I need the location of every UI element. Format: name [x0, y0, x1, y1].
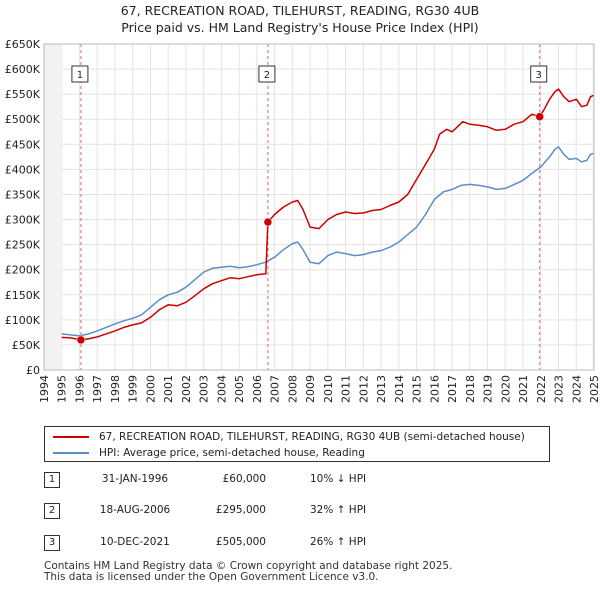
- no-data-region-start: [44, 44, 62, 370]
- sale-hpi-comparison: 10% ↓ HPI: [310, 473, 367, 485]
- x-tick-label: 2000: [144, 375, 157, 403]
- x-tick-label: 2023: [553, 375, 566, 403]
- sale-row: 2 18-AUG-2006 £295,000 32% ↑ HPI: [44, 501, 564, 523]
- x-tick-label: 2018: [464, 375, 477, 403]
- y-tick-label: £250K: [5, 239, 41, 252]
- x-tick-label: 2012: [357, 375, 370, 403]
- x-tick-label: 2008: [286, 375, 299, 403]
- y-tick-label: £350K: [5, 188, 41, 201]
- x-tick-label: 2014: [393, 375, 406, 403]
- sale-row: 3 10-DEC-2021 £505,000 26% ↑ HPI: [44, 533, 564, 555]
- sale-number-label: 3: [536, 70, 542, 81]
- x-tick-label: 1996: [73, 375, 86, 403]
- y-tick-label: £150K: [5, 289, 41, 302]
- sale-date: 31-JAN-1996: [101, 473, 169, 485]
- x-tick-label: 2001: [162, 375, 175, 403]
- x-tick-label: 2011: [340, 375, 353, 403]
- x-tick-label: 2003: [198, 375, 211, 403]
- y-tick-label: £600K: [5, 63, 41, 76]
- x-tick-label: 2021: [517, 375, 530, 403]
- x-tick-label: 1998: [109, 375, 122, 403]
- x-tick-label: 2024: [570, 375, 583, 403]
- y-tick-label: £50K: [12, 339, 41, 352]
- sale-shading-layer: [44, 44, 594, 370]
- sale-price: £60,000: [222, 473, 266, 485]
- x-tick-label: 2016: [428, 375, 441, 403]
- grid-layer: [43, 43, 595, 371]
- sale-price: £505,000: [215, 536, 266, 548]
- x-tick-label: 2013: [375, 375, 388, 403]
- sale-point: [535, 112, 544, 121]
- x-tick-label: 1999: [127, 375, 140, 403]
- x-tick-label: 2015: [411, 375, 424, 403]
- y-tick-label: £100K: [5, 314, 41, 327]
- x-tick-label: 2007: [269, 375, 282, 403]
- no-data-region-end: [592, 44, 594, 370]
- x-tick-label: 2005: [233, 375, 246, 403]
- sale-point: [263, 217, 273, 227]
- x-tick-label: 1997: [91, 375, 104, 403]
- footer-licence: This data is licensed under the Open Gov…: [44, 571, 379, 583]
- y-tick-label: £400K: [5, 163, 41, 176]
- legend-swatch-hpi: [53, 452, 89, 454]
- plot-background: [44, 44, 594, 370]
- sale-number-badge: 2: [44, 503, 60, 519]
- x-tick-label: 2022: [535, 375, 548, 403]
- x-tick-label: 2017: [446, 375, 459, 403]
- x-tick-label: 2020: [499, 375, 512, 403]
- plot-frame: [43, 43, 595, 371]
- x-tick-label: 2002: [180, 375, 193, 403]
- y-tick-label: £500K: [5, 113, 41, 126]
- x-tick-label: 2004: [215, 375, 228, 403]
- chart-title-line-2: Price paid vs. HM Land Registry's House …: [121, 20, 479, 35]
- y-tick-label: £200K: [5, 264, 41, 277]
- chart-title-line-1: 67, RECREATION ROAD, TILEHURST, READING,…: [120, 3, 480, 18]
- legend-swatch-property: [53, 436, 89, 438]
- sale-number-box: [258, 65, 276, 83]
- sale-number-badge: 3: [44, 535, 60, 551]
- sale-number-label: 2: [264, 70, 270, 81]
- y-tick-label: £550K: [5, 88, 41, 101]
- sale-price: £295,000: [215, 504, 266, 516]
- x-tick-label: 2019: [482, 375, 495, 403]
- legend-label-hpi: HPI: Average price, semi-detached house,…: [99, 447, 365, 459]
- x-tick-label: 2010: [322, 375, 335, 403]
- price-chart: 1 2 3 £0 £50K £100K £150K £200K £250K £300K £350K…: [5, 38, 600, 403]
- sale-number-box: [530, 65, 548, 83]
- sale-number-label: 1: [77, 70, 83, 81]
- footer-attribution: Contains HM Land Registry data © Crown c…: [44, 561, 452, 583]
- sale-number-box: [71, 65, 89, 83]
- chart-legend: 67, RECREATION ROAD, TILEHURST, READING,…: [44, 426, 550, 462]
- y-tick-label: £650K: [5, 38, 41, 51]
- series-line-hpi: [61, 146, 595, 337]
- x-tick-label: 2025: [588, 375, 600, 403]
- chart-title: 67, RECREATION ROAD, TILEHURST, READING,…: [0, 2, 600, 36]
- sale-row: 1 31-JAN-1996 £60,000 10% ↓ HPI: [44, 470, 564, 492]
- x-tick-label: 2009: [304, 375, 317, 403]
- sale-marker-layer: 1 2 3: [71, 65, 548, 345]
- footer-copyright: Contains HM Land Registry data © Crown c…: [44, 560, 453, 572]
- sale-point: [76, 335, 86, 345]
- axis-layer: £0 £50K £100K £150K £200K £250K £300K £350K £400…: [5, 38, 600, 403]
- sale-date: 10-DEC-2021: [100, 536, 170, 548]
- legend-label-property: 67, RECREATION ROAD, TILEHURST, READING,…: [99, 431, 525, 443]
- x-tick-label: 1994: [38, 375, 51, 403]
- x-tick-label: 1995: [56, 375, 69, 403]
- x-tick-label: 2006: [251, 375, 264, 403]
- y-tick-label: £0: [26, 364, 40, 377]
- sale-hpi-comparison: 32% ↑ HPI: [310, 504, 367, 516]
- sale-hpi-comparison: 26% ↑ HPI: [310, 536, 367, 548]
- y-tick-label: £300K: [5, 214, 41, 227]
- y-tick-label: £450K: [5, 138, 41, 151]
- sale-date: 18-AUG-2006: [99, 504, 171, 516]
- sale-number-badge: 1: [44, 472, 60, 488]
